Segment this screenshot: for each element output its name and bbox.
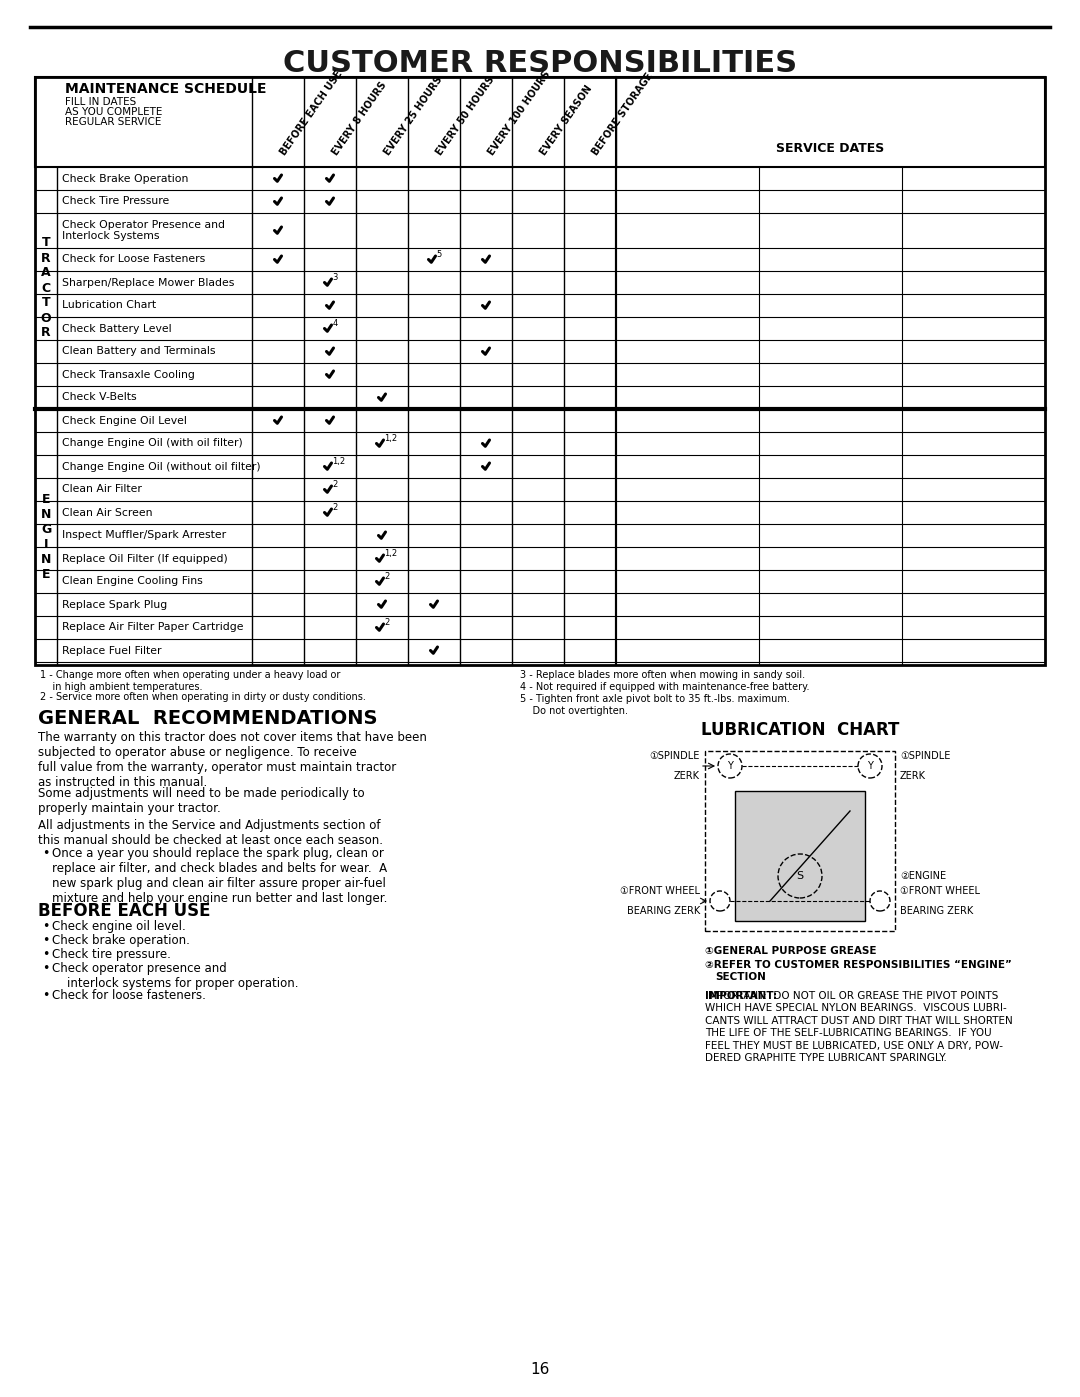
Text: IMPORTANT:: IMPORTANT: xyxy=(705,990,778,1002)
Text: Change Engine Oil (without oil filter): Change Engine Oil (without oil filter) xyxy=(62,461,260,472)
Text: 3 - Replace blades more often when mowing in sandy soil.: 3 - Replace blades more often when mowin… xyxy=(519,671,805,680)
Bar xyxy=(735,791,865,921)
Text: Replace Fuel Filter: Replace Fuel Filter xyxy=(62,645,162,655)
Text: Inspect Muffler/Spark Arrester: Inspect Muffler/Spark Arrester xyxy=(62,531,226,541)
Text: SERVICE DATES: SERVICE DATES xyxy=(777,142,885,155)
Text: Check Transaxle Cooling: Check Transaxle Cooling xyxy=(62,369,194,380)
Text: BEARING ZERK: BEARING ZERK xyxy=(900,907,973,916)
Text: 1,2: 1,2 xyxy=(333,457,346,465)
Text: LUBRICATION  CHART: LUBRICATION CHART xyxy=(701,721,900,739)
Text: •: • xyxy=(42,921,50,933)
Text: •: • xyxy=(42,989,50,1002)
Text: •: • xyxy=(42,949,50,961)
Text: Check Operator Presence and
Interlock Systems: Check Operator Presence and Interlock Sy… xyxy=(62,219,225,242)
Text: EVERY 8 HOURS: EVERY 8 HOURS xyxy=(330,80,388,156)
Text: Check engine oil level.: Check engine oil level. xyxy=(52,921,186,933)
Text: The warranty on this tractor does not cover items that have been
subjected to op: The warranty on this tractor does not co… xyxy=(38,731,427,789)
Text: Sharpen/Replace Mower Blades: Sharpen/Replace Mower Blades xyxy=(62,278,234,288)
Text: BEFORE EACH USE: BEFORE EACH USE xyxy=(278,68,345,156)
Text: 4 - Not required if equipped with maintenance-free battery.: 4 - Not required if equipped with mainte… xyxy=(519,682,810,692)
Text: 2: 2 xyxy=(333,479,338,489)
Text: •: • xyxy=(42,847,50,861)
Text: 2: 2 xyxy=(384,617,390,627)
Bar xyxy=(35,77,1045,168)
Text: Check Battery Level: Check Battery Level xyxy=(62,324,172,334)
Text: 2: 2 xyxy=(333,503,338,511)
Text: S: S xyxy=(796,870,804,882)
Text: EVERY 25 HOURS: EVERY 25 HOURS xyxy=(382,74,444,156)
Text: BEFORE EACH USE: BEFORE EACH USE xyxy=(38,902,211,921)
Text: ①FRONT WHEEL: ①FRONT WHEEL xyxy=(620,886,700,895)
Text: EVERY 100 HOURS: EVERY 100 HOURS xyxy=(486,68,552,156)
Bar xyxy=(35,77,1045,665)
Text: Once a year you should replace the spark plug, clean or
replace air filter, and : Once a year you should replace the spark… xyxy=(52,847,388,905)
Text: •: • xyxy=(42,963,50,975)
Text: SECTION: SECTION xyxy=(715,972,766,982)
Text: Check for Loose Fasteners: Check for Loose Fasteners xyxy=(62,254,205,264)
Text: FILL IN DATES: FILL IN DATES xyxy=(65,96,136,108)
Text: ①SPINDLE: ①SPINDLE xyxy=(900,752,950,761)
Text: ②ENGINE: ②ENGINE xyxy=(900,870,946,882)
Text: EVERY SEASON: EVERY SEASON xyxy=(538,84,594,156)
Text: 1,2: 1,2 xyxy=(384,549,397,557)
Text: ①FRONT WHEEL: ①FRONT WHEEL xyxy=(900,886,980,895)
Text: 4: 4 xyxy=(333,319,338,328)
Text: ZERK: ZERK xyxy=(900,771,926,781)
Text: Clean Air Screen: Clean Air Screen xyxy=(62,507,152,517)
Text: 16: 16 xyxy=(530,1362,550,1377)
Text: Some adjustments will need to be made periodically to
properly maintain your tra: Some adjustments will need to be made pe… xyxy=(38,787,365,814)
Text: MAINTENANCE SCHEDULE: MAINTENANCE SCHEDULE xyxy=(65,82,267,96)
Text: Check for loose fasteners.: Check for loose fasteners. xyxy=(52,989,206,1002)
Text: Check Engine Oil Level: Check Engine Oil Level xyxy=(62,415,187,426)
Text: BEFORE STORAGE: BEFORE STORAGE xyxy=(590,71,654,156)
Text: Clean Engine Cooling Fins: Clean Engine Cooling Fins xyxy=(62,577,203,587)
Text: T
R
A
C
T
O
R: T R A C T O R xyxy=(41,236,52,339)
Text: 3: 3 xyxy=(333,272,338,282)
Text: •: • xyxy=(42,935,50,947)
Text: REGULAR SERVICE: REGULAR SERVICE xyxy=(65,117,161,127)
Text: Replace Air Filter Paper Cartridge: Replace Air Filter Paper Cartridge xyxy=(62,623,243,633)
Text: Check Brake Operation: Check Brake Operation xyxy=(62,173,188,183)
Text: GENERAL  RECOMMENDATIONS: GENERAL RECOMMENDATIONS xyxy=(38,710,378,728)
Text: ①SPINDLE: ①SPINDLE xyxy=(650,752,700,761)
Text: Change Engine Oil (with oil filter): Change Engine Oil (with oil filter) xyxy=(62,439,243,448)
Text: CUSTOMER RESPONSIBILITIES: CUSTOMER RESPONSIBILITIES xyxy=(283,49,797,78)
Text: 1 - Change more often when operating under a heavy load or
    in high ambient t: 1 - Change more often when operating und… xyxy=(40,671,340,692)
Text: All adjustments in the Service and Adjustments section of
this manual should be : All adjustments in the Service and Adjus… xyxy=(38,819,383,847)
Text: ①GENERAL PURPOSE GREASE: ①GENERAL PURPOSE GREASE xyxy=(705,946,877,956)
Text: 1,2: 1,2 xyxy=(384,434,397,443)
Text: AS YOU COMPLETE: AS YOU COMPLETE xyxy=(65,108,162,117)
Text: Y: Y xyxy=(867,761,873,771)
Text: Lubrication Chart: Lubrication Chart xyxy=(62,300,157,310)
Text: Check V-Belts: Check V-Belts xyxy=(62,393,137,402)
Text: Replace Oil Filter (If equipped): Replace Oil Filter (If equipped) xyxy=(62,553,228,563)
Text: Check brake operation.: Check brake operation. xyxy=(52,935,190,947)
Text: BEARING ZERK: BEARING ZERK xyxy=(626,907,700,916)
Text: Check tire pressure.: Check tire pressure. xyxy=(52,949,171,961)
Text: Replace Spark Plug: Replace Spark Plug xyxy=(62,599,167,609)
Text: Y: Y xyxy=(727,761,733,771)
Text: 2: 2 xyxy=(384,571,390,581)
Text: 2 - Service more often when operating in dirty or dusty conditions.: 2 - Service more often when operating in… xyxy=(40,692,366,703)
Text: Clean Battery and Terminals: Clean Battery and Terminals xyxy=(62,346,216,356)
Text: IMPORTANT:  DO NOT OIL OR GREASE THE PIVOT POINTS
WHICH HAVE SPECIAL NYLON BEARI: IMPORTANT: DO NOT OIL OR GREASE THE PIVO… xyxy=(705,990,1013,1063)
Text: ZERK: ZERK xyxy=(674,771,700,781)
Text: 5 - Tighten front axle pivot bolt to 35 ft.-lbs. maximum.
    Do not overtighten: 5 - Tighten front axle pivot bolt to 35 … xyxy=(519,694,789,715)
Text: Check operator presence and
    interlock systems for proper operation.: Check operator presence and interlock sy… xyxy=(52,963,298,990)
Text: E
N
G
I
N
E: E N G I N E xyxy=(41,493,51,581)
Text: Clean Air Filter: Clean Air Filter xyxy=(62,485,141,495)
Text: ②REFER TO CUSTOMER RESPONSIBILITIES “ENGINE”: ②REFER TO CUSTOMER RESPONSIBILITIES “ENG… xyxy=(705,960,1012,970)
Text: EVERY 50 HOURS: EVERY 50 HOURS xyxy=(434,74,496,156)
Text: Check Tire Pressure: Check Tire Pressure xyxy=(62,197,170,207)
Text: 5: 5 xyxy=(436,250,442,258)
Bar xyxy=(705,752,895,930)
